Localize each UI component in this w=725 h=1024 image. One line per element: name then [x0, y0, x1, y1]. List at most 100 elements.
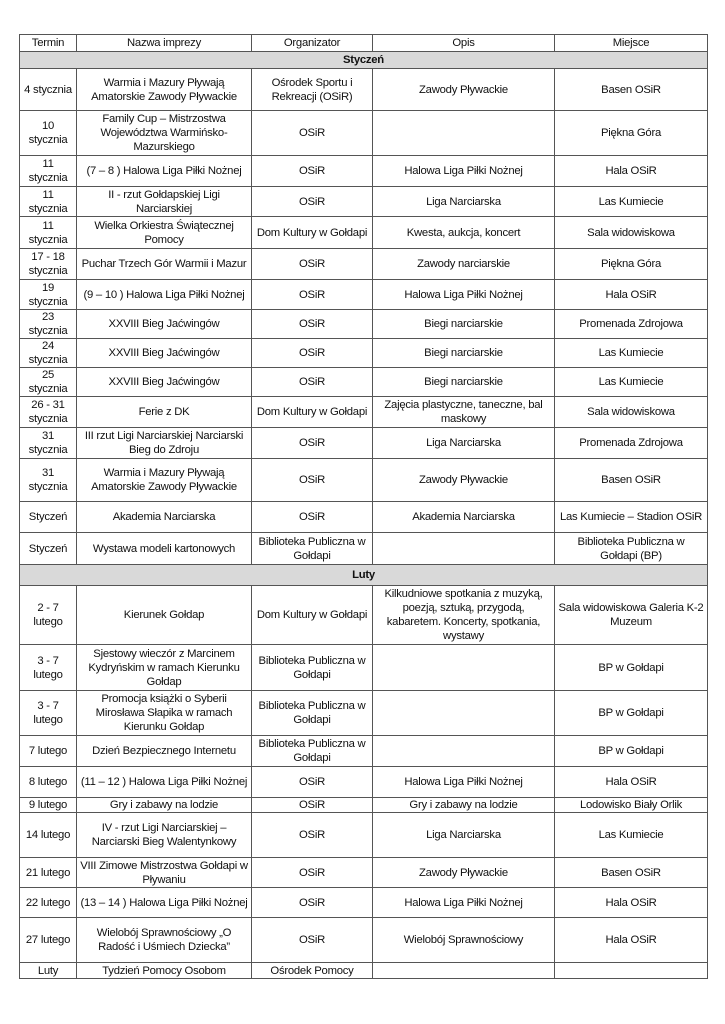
cell-termin: 3 - 7 lutego: [19, 690, 77, 736]
table-row: 3 - 7 lutego Sjestowy wieczór z Marcinem …: [19, 644, 708, 691]
cell-miejsce: Promenada Zdrojowa: [554, 427, 708, 459]
cell-opis: [372, 735, 555, 767]
cell-miejsce: Sala widowiskowa: [554, 396, 708, 428]
cell-organizator: OSiR: [251, 501, 373, 533]
table-row: Luty Tydzień Pomocy Osobom Ośrodek Pomocy: [19, 962, 708, 979]
cell-termin: 10 stycznia: [19, 110, 77, 156]
cell-nazwa-imprezy: Promocja książki o Syberii Mirosława Sła…: [76, 690, 252, 736]
cell-miejsce: Sala widowiskowa: [554, 216, 708, 249]
cell-nazwa-imprezy: Family Cup – Mistrzostwa Województwa War…: [76, 110, 252, 156]
cell-termin: 14 lutego: [19, 812, 77, 858]
cell-nazwa-imprezy: Warmia i Mazury Pływają Amatorskie Zawod…: [76, 458, 252, 502]
cell-nazwa-imprezy: Ferie z DK: [76, 396, 252, 428]
cell-nazwa-imprezy: Puchar Trzech Gór Warmii i Mazur: [76, 248, 252, 280]
cell-nazwa-imprezy: Tydzień Pomocy Osobom: [76, 962, 252, 979]
cell-organizator: OSiR: [251, 248, 373, 280]
cell-organizator: OSiR: [251, 766, 373, 798]
table-row: 8 lutego (11 – 12 ) Halowa Liga Piłki Noż…: [19, 766, 708, 798]
cell-miejsce: Las Kumiecie: [554, 338, 708, 368]
cell-termin: 11 stycznia: [19, 216, 77, 249]
cell-nazwa-imprezy: Akademia Narciarska: [76, 501, 252, 533]
cell-termin: 24 stycznia: [19, 338, 77, 368]
table-row: 27 lutego Wielobój Sprawnościowy „O Radoś…: [19, 917, 708, 963]
table-row: 2 - 7 lutego Kierunek Gołdap Dom Kultury w…: [19, 585, 708, 645]
table-row: Styczeń Wystawa modeli kartonowych Bibliot…: [19, 532, 708, 565]
cell-opis: Wielobój Sprawnościowy: [372, 917, 555, 963]
month-section-row: Styczeń: [19, 51, 708, 69]
cell-miejsce: BP w Gołdapi: [554, 735, 708, 767]
table-row: 23 stycznia XXVIII Bieg Jaćwingów OSiR Bieg…: [19, 309, 708, 339]
cell-organizator: OSiR: [251, 458, 373, 502]
table-row: 11 stycznia Wielka Orkiestra Świątecznej …: [19, 216, 708, 249]
cell-miejsce: Las Kumiecie: [554, 186, 708, 217]
cell-nazwa-imprezy: II - rzut Gołdapskiej Ligi Narciarskiej: [76, 186, 252, 217]
cell-nazwa-imprezy: XXVIII Bieg Jaćwingów: [76, 338, 252, 368]
cell-organizator: OSiR: [251, 338, 373, 368]
cell-opis: [372, 690, 555, 736]
cell-opis: Zawody Pływackie: [372, 68, 555, 111]
cell-termin: Styczeń: [19, 501, 77, 533]
cell-termin: 11 stycznia: [19, 155, 77, 187]
month-section-title: Luty: [19, 564, 708, 586]
table-header-row: Termin Nazwa imprezy Organizator Opis Mi…: [19, 34, 708, 52]
table-row: 31 stycznia III rzut Ligi Narciarskiej Na…: [19, 427, 708, 459]
cell-organizator: OSiR: [251, 279, 373, 310]
cell-opis: Biegi narciarskie: [372, 309, 555, 339]
cell-nazwa-imprezy: Sjestowy wieczór z Marcinem Kydryńskim w…: [76, 644, 252, 691]
cell-organizator: OSiR: [251, 857, 373, 888]
cell-nazwa-imprezy: Warmia i Mazury Pływają Amatorskie Zawod…: [76, 68, 252, 111]
cell-nazwa-imprezy: (7 – 8 ) Halowa Liga Piłki Nożnej: [76, 155, 252, 187]
cell-termin: 2 - 7 lutego: [19, 585, 77, 645]
table-row: 31 stycznia Warmia i Mazury Pływają Amato…: [19, 458, 708, 502]
table-row: 4 stycznia Warmia i Mazury Pływają Amator…: [19, 68, 708, 111]
cell-termin: 25 stycznia: [19, 367, 77, 397]
cell-termin: 27 lutego: [19, 917, 77, 963]
cell-miejsce: Lodowisko Biały Orlik: [554, 797, 708, 813]
cell-termin: 26 - 31 stycznia: [19, 396, 77, 428]
cell-organizator: OSiR: [251, 186, 373, 217]
cell-opis: Gry i zabawy na lodzie: [372, 797, 555, 813]
cell-miejsce: Hala OSiR: [554, 766, 708, 798]
cell-nazwa-imprezy: Wystawa modeli kartonowych: [76, 532, 252, 565]
month-section-title: Styczeń: [19, 51, 708, 69]
table-body: Styczeń 4 stycznia Warmia i Mazury Pływają…: [19, 51, 708, 979]
cell-organizator: Biblioteka Publiczna w Gołdapi: [251, 690, 373, 736]
cell-nazwa-imprezy: (13 – 14 ) Halowa Liga Piłki Nożnej: [76, 887, 252, 918]
cell-nazwa-imprezy: (9 – 10 ) Halowa Liga Piłki Nożnej: [76, 279, 252, 310]
cell-nazwa-imprezy: XXVIII Bieg Jaćwingów: [76, 367, 252, 397]
cell-organizator: OSiR: [251, 309, 373, 339]
cell-organizator: OSiR: [251, 155, 373, 187]
cell-opis: Biegi narciarskie: [372, 338, 555, 368]
cell-opis: Liga Narciarska: [372, 427, 555, 459]
table-row: 3 - 7 lutego Promocja książki o Syberii M…: [19, 690, 708, 736]
cell-termin: 11 stycznia: [19, 186, 77, 217]
cell-miejsce: Basen OSiR: [554, 458, 708, 502]
header-opis: Opis: [372, 34, 555, 52]
cell-miejsce: Hala OSiR: [554, 887, 708, 918]
cell-opis: Zajęcia plastyczne, taneczne, bal maskow…: [372, 396, 555, 428]
cell-nazwa-imprezy: IV - rzut Ligi Narciarskiej – Narciarski…: [76, 812, 252, 858]
cell-termin: 31 stycznia: [19, 458, 77, 502]
cell-nazwa-imprezy: III rzut Ligi Narciarskiej Narciarski Bi…: [76, 427, 252, 459]
cell-miejsce: Hala OSiR: [554, 917, 708, 963]
cell-termin: 19 stycznia: [19, 279, 77, 310]
cell-opis: [372, 962, 555, 979]
cell-organizator: Biblioteka Publiczna w Gołdapi: [251, 735, 373, 767]
cell-opis: Halowa Liga Piłki Nożnej: [372, 279, 555, 310]
cell-organizator: Dom Kultury w Gołdapi: [251, 216, 373, 249]
cell-termin: 4 stycznia: [19, 68, 77, 111]
cell-termin: 21 lutego: [19, 857, 77, 888]
cell-opis: [372, 110, 555, 156]
cell-miejsce: Basen OSiR: [554, 68, 708, 111]
cell-nazwa-imprezy: Wielka Orkiestra Świątecznej Pomocy: [76, 216, 252, 249]
cell-organizator: Ośrodek Sportu i Rekreacji (OSiR): [251, 68, 373, 111]
table-row: 21 lutego VIII Zimowe Mistrzostwa Gołdapi…: [19, 857, 708, 888]
cell-organizator: Biblioteka Publiczna w Gołdapi: [251, 644, 373, 691]
cell-nazwa-imprezy: Kierunek Gołdap: [76, 585, 252, 645]
cell-termin: 17 - 18 stycznia: [19, 248, 77, 280]
cell-termin: 31 stycznia: [19, 427, 77, 459]
cell-miejsce: Biblioteka Publiczna w Gołdapi (BP): [554, 532, 708, 565]
table-row: 14 lutego IV - rzut Ligi Narciarskiej – N…: [19, 812, 708, 858]
cell-opis: Akademia Narciarska: [372, 501, 555, 533]
table-row: 11 stycznia II - rzut Gołdapskiej Ligi Na…: [19, 186, 708, 217]
